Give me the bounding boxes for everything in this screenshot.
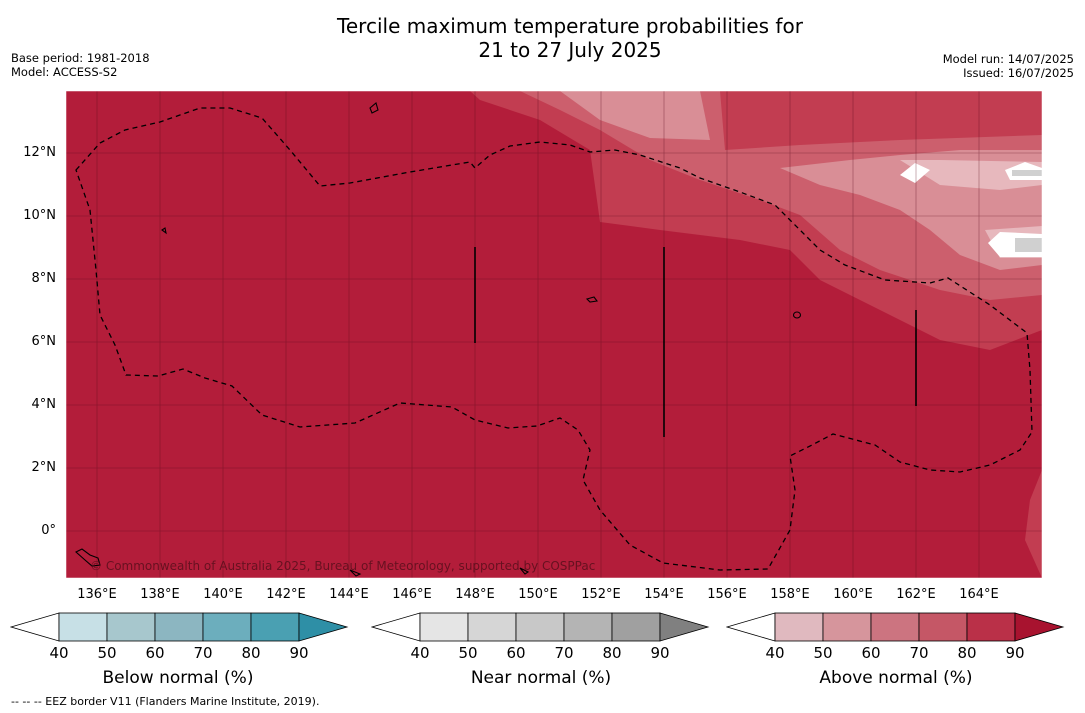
lon-label-138e: 138°E xyxy=(140,587,180,602)
issued-date: Issued: 16/07/2025 xyxy=(963,66,1074,80)
meta-right: Model run: 14/07/2025 Issued: 16/07/2025 xyxy=(943,52,1074,80)
title-line-1: Tercile maximum temperature probabilitie… xyxy=(337,14,803,38)
cbar-below-title: Below normal (%) xyxy=(102,668,254,688)
below-40-patch xyxy=(900,162,1042,257)
lon-label-164e: 164°E xyxy=(959,587,999,602)
cbar-above-bin-5 xyxy=(966,612,1016,642)
cbar-near-tick: 90 xyxy=(650,644,670,662)
colorbar-above-normal xyxy=(726,612,1065,642)
lon-label-148e: 148°E xyxy=(455,587,495,602)
cbar-above-bin-4 xyxy=(918,612,968,642)
lat-label-2n: 2°N xyxy=(31,460,57,475)
cbar-above-tick: 70 xyxy=(909,644,929,662)
cbar-below-tick: 40 xyxy=(49,644,69,662)
lat-label-8n: 8°N xyxy=(31,271,57,286)
lon-label-142e: 142°E xyxy=(266,587,306,602)
lat-label-4n: 4°N xyxy=(31,397,57,412)
lon-label-146e: 146°E xyxy=(392,587,432,602)
cbar-below-arrow-right xyxy=(298,612,349,642)
plume-level-50 xyxy=(560,91,1042,270)
lon-label-150e: 150°E xyxy=(518,587,558,602)
copyright-text: © Commonwealth of Australia 2025, Bureau… xyxy=(90,559,596,573)
lat-label-0: 0° xyxy=(41,523,56,538)
cbar-below-bin-1 xyxy=(58,612,108,642)
probability-field xyxy=(66,91,1042,578)
eez-border xyxy=(75,107,1033,571)
plume-level-60 xyxy=(520,91,1042,300)
cbar-above-bin-2 xyxy=(822,612,872,642)
lon-label-154e: 154°E xyxy=(644,587,684,602)
colorbar-below-normal xyxy=(10,612,349,642)
cbar-below-bin-2 xyxy=(106,612,156,642)
cbar-near-bin-3 xyxy=(515,612,565,642)
map-title: Tercile maximum temperature probabilitie… xyxy=(0,14,1085,62)
cbar-below-bin-5 xyxy=(250,612,300,642)
map-frame xyxy=(65,90,1043,579)
lon-label-160e: 160°E xyxy=(833,587,873,602)
cbar-near-bin-2 xyxy=(467,612,517,642)
cbar-above-tick: 90 xyxy=(1005,644,1025,662)
cbar-near-title: Near normal (%) xyxy=(470,668,612,688)
graticule xyxy=(66,91,1042,578)
lon-label-158e: 158°E xyxy=(770,587,810,602)
cbar-above-tick: 50 xyxy=(813,644,833,662)
model-run: Model run: 14/07/2025 xyxy=(942,52,1074,66)
colorbar-near-normal xyxy=(371,612,710,642)
cbar-near-arrow-right xyxy=(659,612,710,642)
lon-label-136e: 136°E xyxy=(77,587,117,602)
cbar-below-bin-4 xyxy=(202,612,252,642)
cbar-near-bin-4 xyxy=(563,612,613,642)
cbar-above-tick: 80 xyxy=(957,644,977,662)
cbar-above-bin-3 xyxy=(870,612,920,642)
cbar-near-bin-5 xyxy=(611,612,661,642)
grey-patch xyxy=(1012,170,1042,252)
cbar-below-tick: 70 xyxy=(193,644,213,662)
lon-label-152e: 152°E xyxy=(581,587,621,602)
cbar-near-tick: 60 xyxy=(506,644,526,662)
cbar-below-arrow-left xyxy=(10,612,60,642)
cbar-above-bin-1 xyxy=(774,612,824,642)
cbar-near-tick: 50 xyxy=(458,644,478,662)
title-line-2: 21 to 27 July 2025 xyxy=(478,38,662,62)
lat-label-6n: 6°N xyxy=(31,334,57,349)
lon-label-162e: 162°E xyxy=(896,587,936,602)
model-name: Model: ACCESS-S2 xyxy=(11,65,118,79)
cbar-below-tick: 60 xyxy=(145,644,165,662)
cbar-near-tick: 80 xyxy=(602,644,622,662)
cbar-below-bin-3 xyxy=(154,612,204,642)
cbar-above-tick: 60 xyxy=(861,644,881,662)
lat-label-10n: 10°N xyxy=(23,208,56,223)
base-period: Base period: 1981-2018 xyxy=(11,51,150,65)
cbar-near-arrow-left xyxy=(371,612,421,642)
cbar-above-title: Above normal (%) xyxy=(819,668,973,688)
meta-left: Base period: 1981-2018 Model: ACCESS-S2 xyxy=(11,51,150,79)
eez-footnote: -- -- -- EEZ border V11 (Flanders Marine… xyxy=(11,695,320,708)
lon-label-144e: 144°E xyxy=(329,587,369,602)
cbar-below-tick: 50 xyxy=(97,644,117,662)
cbar-near-tick: 70 xyxy=(554,644,574,662)
lon-label-156e: 156°E xyxy=(707,587,747,602)
cbar-below-tick: 90 xyxy=(289,644,309,662)
cbar-near-bin-1 xyxy=(419,612,469,642)
cbar-above-arrow-right xyxy=(1014,612,1065,642)
cbar-above-tick: 40 xyxy=(765,644,785,662)
cbar-above-arrow-left xyxy=(726,612,776,642)
cbar-near-tick: 40 xyxy=(410,644,430,662)
plume-se xyxy=(1025,470,1042,578)
lat-label-12n: 12°N xyxy=(23,145,56,160)
cbar-below-tick: 80 xyxy=(241,644,261,662)
islands xyxy=(75,102,917,577)
lon-label-140e: 140°E xyxy=(203,587,243,602)
